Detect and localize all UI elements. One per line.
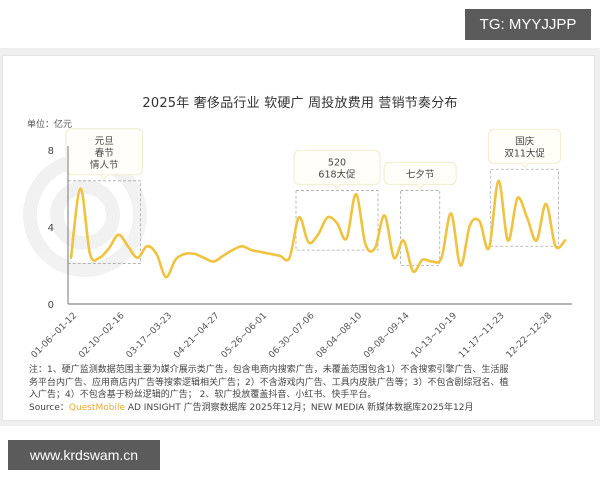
chart-card [2, 55, 595, 421]
source-line: Source：QuestMobile AD INSIGHT 广告洞察数据库 20… [29, 402, 474, 413]
x-tick-label: 05-26~06-01 [220, 311, 269, 360]
x-tick-label: 03-17~03-23 [125, 311, 174, 360]
annotation-box [400, 190, 441, 266]
annotation-label: 国庆 [515, 135, 535, 147]
y-tick-label: 8 [48, 146, 54, 157]
annotation-box [67, 180, 141, 264]
annotation-label: 520 [328, 157, 346, 168]
series-line [69, 179, 567, 279]
axes: 0 4 8 [48, 146, 572, 311]
annotation-label: 618大促 [318, 168, 356, 180]
annotation-label: 元旦 [95, 136, 114, 147]
annotation-label: 春节 [95, 147, 114, 159]
y-tick-label: 0 [48, 300, 54, 311]
y-tick-label: 4 [48, 223, 54, 234]
x-tick-label: 11-17~11-23 [457, 311, 506, 360]
annotation-callout: 七夕节 [383, 161, 457, 190]
chart-title: 2025年 奢侈品行业 软硬广 周投放费用 营销节奏分布 [142, 96, 458, 111]
annotation-box [295, 190, 379, 251]
x-tick-label: 08-04~08-10 [315, 311, 365, 361]
x-axis-labels: 01-06~01-1202-10~02-1603-17~03-2304-21~0… [30, 311, 555, 361]
x-tick-label: 02-10~02-16 [77, 311, 127, 361]
x-tick-label: 04-21~04-27 [172, 311, 221, 360]
x-tick-label: 01-06~01-12 [30, 311, 79, 360]
note-line-2: 务平台内广告、应用商店内广告等搜索逻辑相关广告；2）不含游戏内广告、工具内皮肤广… [29, 377, 509, 388]
footnotes: 注：1、硬广监测数据范围主要为媒介展示类广告，包含电商内搜索广告，未覆盖范围包含… [29, 364, 589, 414]
note-line-3: 入广告；4）不包含基于粉丝逻辑的广告； 2、软广投放覆盖抖音、小红书、快手平台。 [29, 390, 377, 400]
note-line-1: 注：1、硬广监测数据范围主要为媒介展示类广告，包含电商内搜索广告，未覆盖范围包含… [29, 365, 509, 375]
annotation-label: 双11大促 [504, 147, 545, 159]
annotation-label: 七夕节 [406, 168, 435, 180]
unit-label: 单位：亿元 [27, 120, 73, 130]
watermark-bottom: www.krdswam.cn [8, 440, 160, 470]
annotation-label: 情人节 [90, 159, 119, 171]
x-tick-label: 12-22~12-28 [505, 311, 555, 361]
source-brand: QuestMobile [68, 402, 125, 413]
watermark-top: TG: MYYJJPP [465, 9, 591, 40]
x-tick-label: 09-08~09-14 [362, 311, 412, 361]
annotation-box [490, 168, 559, 247]
x-tick-label: 10-13~10-19 [410, 311, 460, 361]
x-tick-label: 06-30~07-06 [267, 311, 317, 361]
